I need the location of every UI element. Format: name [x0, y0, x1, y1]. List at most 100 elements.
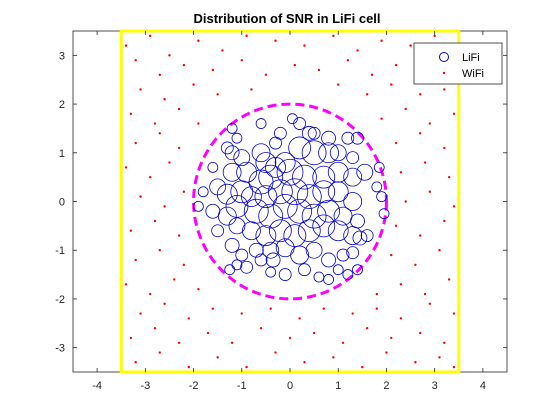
- lifi-point: [224, 264, 236, 276]
- wifi-point: [365, 326, 369, 330]
- lifi-point: [329, 144, 347, 162]
- wifi-point: [452, 205, 456, 208]
- wifi-point: [192, 83, 195, 86]
- legend-label-wifi: WiFi: [462, 68, 484, 80]
- lifi-point: [312, 214, 336, 238]
- lifi-point: [211, 224, 225, 238]
- lifi-points: [192, 113, 390, 285]
- wifi-point: [332, 34, 335, 38]
- x-tick-label: 0: [287, 380, 293, 392]
- lifi-point: [222, 162, 242, 182]
- wifi-point: [433, 34, 436, 38]
- lifi-point: [192, 200, 204, 212]
- lifi-point: [290, 245, 310, 265]
- wifi-point: [259, 326, 263, 330]
- lifi-point: [321, 252, 336, 268]
- lifi-point: [371, 181, 383, 193]
- lifi-point: [217, 206, 237, 226]
- wifi-point: [428, 190, 432, 193]
- wifi-point: [394, 141, 398, 145]
- wifi-point: [394, 224, 398, 228]
- y-tick-label: -2: [55, 294, 65, 306]
- lifi-point: [297, 219, 321, 243]
- wifi-point: [409, 44, 412, 47]
- wifi-point: [399, 171, 403, 174]
- wifi-point: [332, 356, 335, 359]
- wifi-point: [303, 44, 306, 47]
- wifi-point: [447, 175, 451, 179]
- wifi-point: [404, 200, 407, 203]
- lifi-point: [376, 191, 388, 203]
- wifi-point: [182, 63, 186, 67]
- y-tick-label: 2: [59, 99, 65, 111]
- lifi-point: [216, 183, 238, 205]
- lifi-point: [346, 246, 360, 260]
- y-tick-label: -1: [55, 245, 65, 257]
- wifi-point: [182, 263, 186, 267]
- plot-area: [72, 30, 508, 373]
- lifi-point: [272, 193, 298, 219]
- lifi-point: [342, 269, 354, 280]
- lifi-point: [240, 260, 254, 274]
- wifi-point: [312, 331, 316, 335]
- lifi-point: [305, 241, 323, 259]
- lifi-point: [224, 145, 240, 161]
- wifi-point: [399, 317, 403, 320]
- wifi-point: [322, 307, 325, 310]
- wifi-point: [148, 292, 152, 296]
- wifi-point: [197, 287, 200, 291]
- wifi-point: [419, 234, 422, 237]
- wifi-point: [269, 307, 272, 310]
- legend-marker-lifi: [439, 52, 449, 62]
- wifi-point: [346, 59, 350, 62]
- wifi-point: [375, 292, 378, 296]
- wifi-point: [245, 365, 248, 369]
- lifi-point: [258, 203, 284, 229]
- lifi-point: [312, 180, 336, 204]
- wifi-point: [158, 351, 161, 354]
- wifi-point: [303, 361, 306, 364]
- wifi-point: [129, 336, 133, 340]
- y-tick-label: -3: [55, 343, 65, 355]
- lifi-point: [318, 142, 339, 164]
- wifi-point: [419, 331, 422, 335]
- wifi-point: [177, 234, 181, 237]
- wifi-point: [197, 122, 200, 125]
- x-tick-label: -1: [237, 380, 247, 392]
- wifi-point: [428, 122, 432, 125]
- wifi-point: [240, 59, 243, 62]
- wifi-point: [438, 249, 441, 252]
- wifi-point: [148, 34, 152, 38]
- lifi-point: [307, 126, 321, 140]
- lifi-point: [197, 186, 209, 198]
- wifi-point: [216, 93, 219, 96]
- lifi-point: [254, 185, 278, 209]
- wifi-point: [365, 93, 369, 96]
- wifi-point: [385, 351, 388, 354]
- lifi-point: [242, 221, 261, 241]
- wifi-point: [163, 205, 166, 208]
- wifi-point: [250, 88, 253, 91]
- lifi-point: [378, 208, 390, 220]
- wifi-point: [177, 107, 181, 111]
- lifi-point: [228, 217, 246, 235]
- wifi-point: [240, 312, 243, 315]
- wifi-point: [423, 292, 427, 296]
- wifi-point: [428, 302, 432, 305]
- chart-title: Distribution of SNR in LiFi cell: [193, 11, 380, 26]
- lifi-point: [268, 219, 292, 243]
- wifi-point: [390, 253, 393, 257]
- wifi-point: [163, 98, 166, 101]
- lifi-point: [265, 252, 281, 268]
- lifi-point: [224, 237, 240, 253]
- wifi-point: [452, 112, 456, 116]
- lifi-point: [301, 203, 327, 229]
- lifi-point: [273, 126, 287, 140]
- lifi-point: [352, 264, 363, 276]
- axes-box: [72, 30, 508, 373]
- wifi-point: [317, 68, 321, 72]
- wifi-point: [370, 73, 374, 77]
- wifi-point: [419, 132, 422, 135]
- wifi-point: [288, 336, 292, 340]
- lifi-point: [323, 274, 334, 285]
